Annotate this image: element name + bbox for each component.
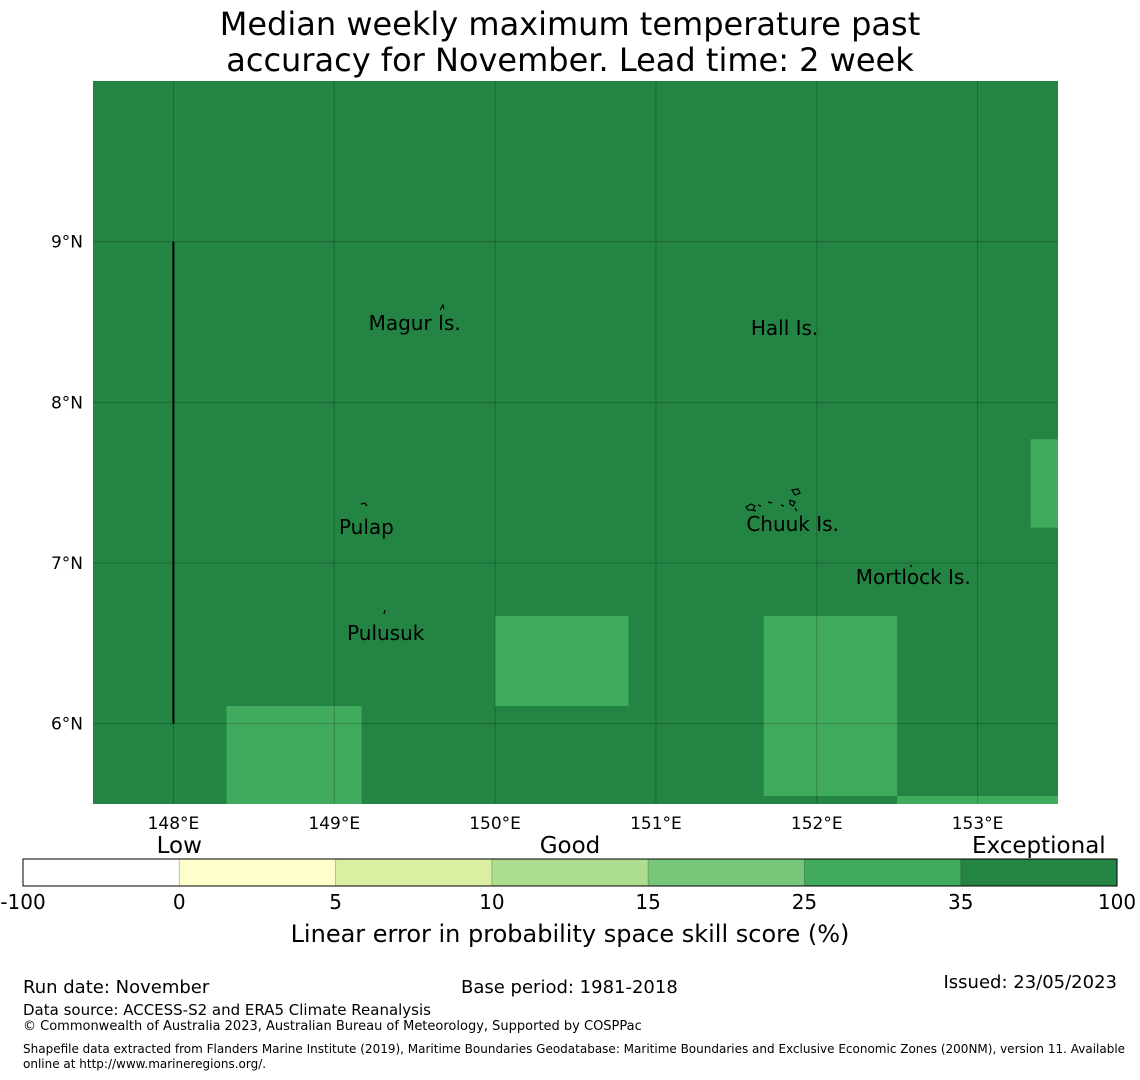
- lat-tick-label: 8°N: [51, 393, 83, 413]
- skill-cell: [226, 705, 362, 804]
- chart-title: Median weekly maximum temperature past a…: [0, 6, 1140, 78]
- colorbar-tick-label: 35: [948, 890, 973, 914]
- colorbar-tick-label: -100: [0, 890, 45, 914]
- colorbar-bin: [335, 859, 492, 886]
- skill-cell: [1030, 439, 1058, 528]
- lon-tick-label: 152°E: [791, 814, 843, 834]
- colorbar-bin: [648, 859, 805, 886]
- island-outline-chuuk: [745, 488, 801, 512]
- skill-cell: [763, 616, 898, 796]
- place-label: Chuuk Is.: [746, 512, 839, 536]
- place-label: Pulusuk: [347, 621, 425, 645]
- lon-tick-label: 149°E: [308, 814, 360, 834]
- island-outlines: [360, 303, 913, 615]
- issued-date: Issued: 23/05/2023: [943, 972, 1117, 993]
- title-line-1: Median weekly maximum temperature past: [219, 5, 921, 43]
- island-outline-mortlock: [909, 564, 913, 568]
- colorbar-tick-label: 100: [1098, 890, 1136, 914]
- colorbar-category-label: Good: [540, 833, 601, 859]
- colorbar-tick-label: 5: [329, 890, 342, 914]
- data-source: Data source: ACCESS-S2 and ERA5 Climate …: [23, 1001, 431, 1019]
- lon-tick-label: 150°E: [469, 814, 521, 834]
- colorbar-tick-label: 0: [173, 890, 186, 914]
- colorbar-category-label: Exceptional: [972, 833, 1106, 859]
- colorbar-bin: [804, 859, 961, 886]
- colorbar-tick-label: 10: [479, 890, 504, 914]
- base-period: Base period: 1981-2018: [461, 977, 678, 998]
- copyright-notice: © Commonwealth of Australia 2023, Austra…: [23, 1019, 642, 1034]
- colorbar-bin: [491, 859, 649, 886]
- place-label: Pulap: [339, 515, 394, 539]
- place-label: Mortlock Is.: [856, 565, 971, 589]
- shapefile-attribution: Shapefile data extracted from Flanders M…: [23, 1042, 1126, 1071]
- run-date: Run date: November: [23, 977, 210, 998]
- colorbar-frame: [22, 858, 1118, 887]
- colorbar-bin: [179, 859, 336, 886]
- lat-tick-label: 7°N: [51, 554, 83, 574]
- colorbar-tick-label: 25: [792, 890, 817, 914]
- island-outline-pulap: [360, 502, 368, 507]
- skill-cell: [897, 795, 1058, 804]
- colorbar-axis-label: Linear error in probability space skill …: [291, 920, 850, 948]
- lat-tick-label: 9°N: [51, 233, 83, 253]
- lon-tick-label: 153°E: [952, 814, 1004, 834]
- lat-tick-label: 6°N: [51, 715, 83, 735]
- island-outline-pulusuk: [383, 609, 386, 615]
- colorbar-tick-label: 15: [635, 890, 660, 914]
- island-outline-magur: [439, 303, 445, 311]
- title-line-2: accuracy for November. Lead time: 2 week: [226, 41, 914, 79]
- colorbar-bin: [23, 859, 180, 886]
- lon-tick-label: 151°E: [630, 814, 682, 834]
- place-label: Hall Is.: [751, 316, 818, 340]
- skill-cell: [495, 616, 629, 706]
- colorbar-bin: [960, 859, 1117, 886]
- place-label: Magur Is.: [369, 311, 461, 335]
- lon-tick-label: 148°E: [148, 814, 200, 834]
- colorbar-category-label: Low: [157, 833, 202, 859]
